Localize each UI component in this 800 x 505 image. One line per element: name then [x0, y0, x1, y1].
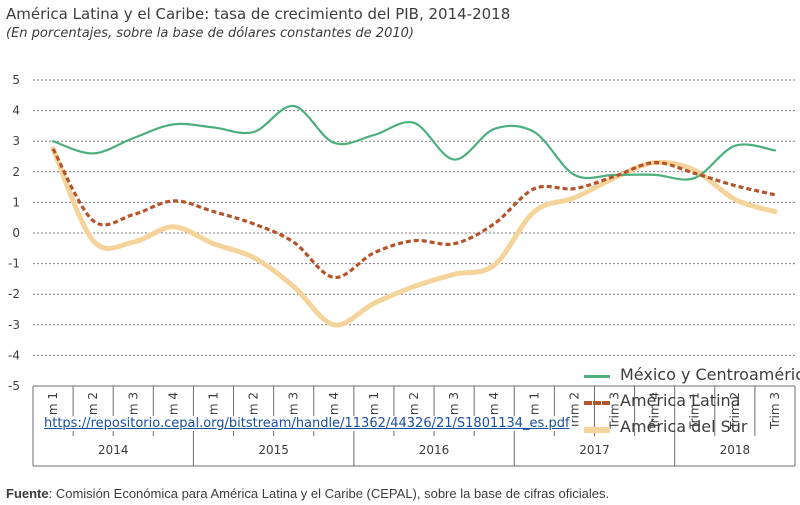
- series-lines: [50, 104, 778, 328]
- y-tick-label: -3: [8, 318, 20, 332]
- legend-swatch-mexico: [584, 375, 610, 378]
- legend-label-america-latina: América Latina: [620, 391, 741, 410]
- y-tick-label: 4: [12, 104, 20, 118]
- y-tick-label: -5: [8, 379, 20, 393]
- year-label: 2017: [579, 443, 610, 457]
- series-line-2: [50, 146, 778, 328]
- y-tick-label: 5: [12, 73, 20, 87]
- chart-area: 5 4 3 2 1 0 -1 -2 -3 -4 -5 2014 2015 2016 2017 2018 Trim…: [0, 64, 800, 482]
- x-tick-label: Trim 4: [648, 392, 662, 430]
- year-label: 2018: [720, 443, 751, 457]
- source-label: Fuente: [6, 486, 49, 501]
- x-tick-label: Trim 3: [768, 392, 782, 430]
- legend-label-mexico: México y Centroamérica: [620, 365, 800, 384]
- y-tick-label: -1: [8, 257, 20, 271]
- source-link[interactable]: https://repositorio.cepal.org/bitstream/…: [42, 416, 572, 431]
- x-tick-label: Trim 2: [728, 392, 742, 430]
- y-tick-label: 1: [12, 195, 20, 209]
- y-tick-label: -4: [8, 348, 20, 362]
- year-label: 2015: [258, 443, 289, 457]
- source-note: Fuente: Comisión Económica para América …: [6, 486, 609, 501]
- series-line-1: [51, 148, 776, 279]
- legend-swatch-america-del-sur: [584, 427, 610, 433]
- legend-label-america-del-sur: América del Sur: [620, 417, 748, 436]
- x-tick-label: Trim 1: [688, 392, 702, 430]
- year-label: 2016: [419, 443, 450, 457]
- grid-lines: [33, 79, 795, 387]
- chart-subtitle: (En porcentajes, sobre la base de dólare…: [6, 26, 414, 41]
- y-tick-label: 2: [12, 165, 20, 179]
- source-text: : Comisión Económica para América Latina…: [48, 486, 610, 501]
- x-tick-label: Trim 3: [608, 392, 622, 430]
- legend-swatch-america-latina: [584, 401, 610, 405]
- y-tick-label: -2: [8, 287, 20, 301]
- y-tick-label: 0: [12, 226, 20, 240]
- year-label: 2014: [98, 443, 129, 457]
- chart-title: América Latina y el Caribe: tasa de crec…: [6, 5, 511, 23]
- y-tick-label: 3: [12, 134, 20, 148]
- series-line-0: [51, 104, 777, 181]
